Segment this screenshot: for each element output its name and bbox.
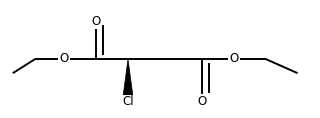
Text: O: O (92, 15, 100, 28)
Text: O: O (60, 53, 68, 65)
Text: Cl: Cl (122, 95, 134, 108)
Polygon shape (123, 59, 133, 97)
Text: O: O (229, 53, 238, 65)
Text: O: O (197, 95, 206, 108)
